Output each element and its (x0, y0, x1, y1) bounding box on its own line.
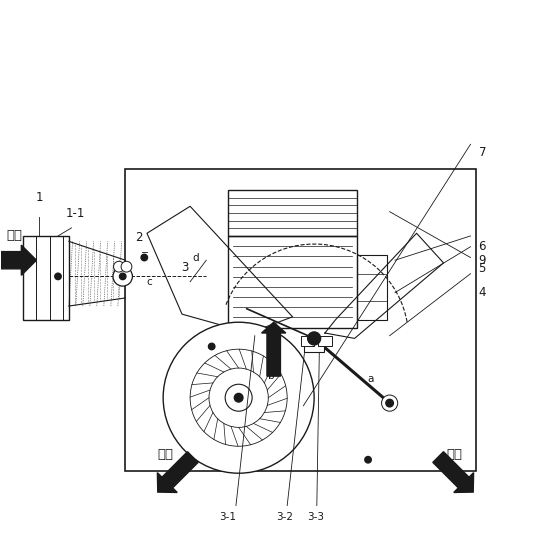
Text: 2: 2 (135, 231, 143, 244)
Circle shape (386, 399, 393, 407)
Text: 7: 7 (479, 146, 486, 159)
Bar (23, 236, 69, 320)
Bar (305, 338, 324, 352)
Circle shape (308, 332, 321, 345)
Bar (228, 190, 357, 236)
FancyArrow shape (262, 322, 286, 376)
Bar (357, 274, 387, 301)
Circle shape (382, 395, 398, 411)
Text: 3-2: 3-2 (276, 512, 293, 522)
Text: a: a (367, 374, 374, 384)
Text: 6: 6 (479, 240, 486, 253)
Circle shape (119, 273, 126, 280)
Bar (319, 335, 332, 346)
Text: 1-1: 1-1 (66, 207, 86, 220)
Text: c: c (147, 277, 152, 287)
Text: 换气: 换气 (158, 448, 174, 461)
Text: 5: 5 (479, 262, 486, 275)
Circle shape (55, 273, 61, 280)
Circle shape (225, 384, 252, 411)
Circle shape (365, 456, 371, 463)
Bar (357, 255, 387, 320)
Text: d: d (192, 253, 199, 262)
Text: 3: 3 (181, 261, 189, 274)
Text: 新风: 新风 (446, 448, 462, 461)
Circle shape (190, 349, 287, 446)
Circle shape (113, 267, 132, 286)
Circle shape (113, 261, 124, 272)
FancyArrow shape (2, 245, 36, 275)
Text: 1: 1 (35, 191, 43, 204)
FancyArrow shape (157, 451, 198, 493)
Text: b: b (268, 371, 274, 381)
Bar (228, 236, 357, 327)
Text: 4: 4 (479, 286, 486, 299)
Text: 3-3: 3-3 (307, 512, 324, 522)
Circle shape (141, 254, 147, 261)
Bar (125, 169, 476, 470)
FancyArrow shape (433, 451, 474, 493)
Circle shape (209, 368, 268, 428)
Text: 新风: 新风 (7, 229, 23, 242)
Text: 3-1: 3-1 (220, 512, 236, 522)
Circle shape (234, 393, 243, 402)
Circle shape (163, 322, 314, 473)
Bar (301, 335, 314, 346)
Circle shape (121, 261, 132, 272)
Circle shape (209, 343, 215, 350)
Text: 9: 9 (479, 254, 486, 267)
